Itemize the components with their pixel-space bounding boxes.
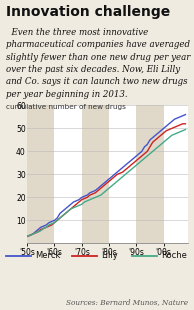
Text: cumulative number of new drugs: cumulative number of new drugs <box>6 104 126 110</box>
Bar <box>27 105 55 243</box>
Text: per year beginning in 2013.: per year beginning in 2013. <box>6 90 127 99</box>
Text: slightly fewer than one new drug per year: slightly fewer than one new drug per yea… <box>6 53 190 62</box>
Bar <box>136 105 164 243</box>
Text: Sources: Bernard Munos, Nature: Sources: Bernard Munos, Nature <box>66 298 188 306</box>
Text: Merck: Merck <box>35 251 60 260</box>
Text: pharmaceutical companies have averaged: pharmaceutical companies have averaged <box>6 40 190 49</box>
Text: and Co. says it can launch two new drugs: and Co. says it can launch two new drugs <box>6 78 187 86</box>
Text: over the past six decades. Now, Eli Lilly: over the past six decades. Now, Eli Lill… <box>6 65 180 74</box>
Text: Even the three most innovative: Even the three most innovative <box>6 28 148 37</box>
Bar <box>82 105 109 243</box>
Text: Innovation challenge: Innovation challenge <box>6 5 170 19</box>
Text: Lilly: Lilly <box>101 251 118 260</box>
Text: Roche: Roche <box>161 251 187 260</box>
